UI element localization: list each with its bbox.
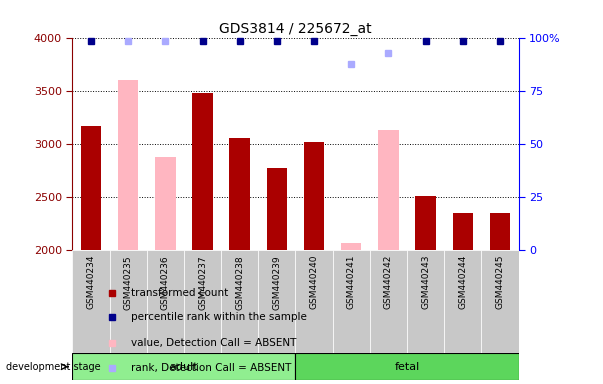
Bar [444,250,481,357]
Bar [72,250,110,357]
Text: development stage: development stage [6,362,101,372]
Bar [415,196,436,384]
Bar [304,142,324,384]
Bar [341,243,361,384]
Bar [453,213,473,384]
Bar [81,126,101,384]
Bar [155,157,175,384]
Bar [147,250,184,357]
Text: GSM440243: GSM440243 [421,255,430,310]
Bar [267,168,287,384]
Bar [110,250,147,357]
Text: GSM440238: GSM440238 [235,255,244,310]
Text: GSM440241: GSM440241 [347,255,356,310]
Text: GSM440242: GSM440242 [384,255,393,310]
Text: GSM440234: GSM440234 [86,255,95,310]
Bar [295,250,333,357]
Bar [192,93,213,384]
Bar [295,353,519,380]
Text: GSM440237: GSM440237 [198,255,207,310]
Text: GSM440239: GSM440239 [273,255,282,310]
Text: percentile rank within the sample: percentile rank within the sample [131,312,308,322]
Bar [258,250,295,357]
Bar [230,138,250,384]
Bar [370,250,407,357]
Bar [378,130,399,384]
Text: rank, Detection Call = ABSENT: rank, Detection Call = ABSENT [131,363,292,373]
Bar [333,250,370,357]
Text: transformed count: transformed count [131,288,229,298]
Text: fetal: fetal [394,362,420,372]
Text: value, Detection Call = ABSENT: value, Detection Call = ABSENT [131,338,297,348]
Text: GSM440244: GSM440244 [458,255,467,310]
Text: GSM440245: GSM440245 [496,255,505,310]
Title: GDS3814 / 225672_at: GDS3814 / 225672_at [219,22,372,36]
Bar [221,250,258,357]
Bar [481,250,519,357]
Bar [490,213,510,384]
Text: adult: adult [169,362,198,372]
Bar [118,79,138,384]
Text: GSM440236: GSM440236 [161,255,170,310]
Text: GSM440240: GSM440240 [309,255,318,310]
Bar [407,250,444,357]
Text: GSM440235: GSM440235 [124,255,133,310]
Bar [184,250,221,357]
Bar [72,353,295,380]
